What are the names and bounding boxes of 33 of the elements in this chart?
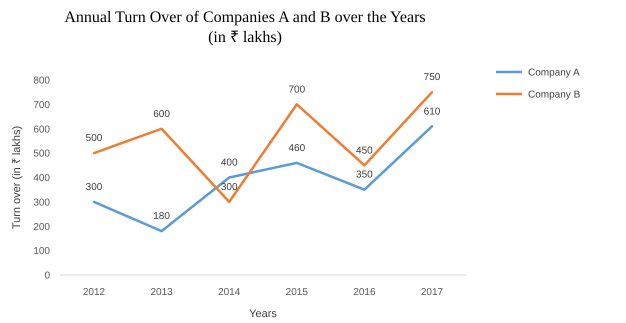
y-tick-label: 400 [33, 173, 50, 184]
data-label: 300 [220, 182, 238, 193]
y-tick-label: 0 [44, 270, 50, 282]
data-label: 460 [288, 142, 306, 154]
data-label: 350 [356, 170, 374, 181]
chart-subtitle: (in ₹ lakhs) [208, 29, 282, 46]
y-axis-title: Turn over (in ₹ lakhs) [11, 126, 23, 230]
data-label: 180 [153, 211, 170, 222]
y-tick-label: 600 [33, 124, 50, 136]
data-label: 300 [86, 182, 103, 193]
legend-label: Company A [528, 68, 580, 78]
x-tick-label: 2017 [420, 287, 444, 298]
y-tick-label: 200 [33, 222, 50, 233]
data-label: 700 [288, 84, 306, 96]
y-tick-label: 500 [33, 148, 50, 160]
data-label: 400 [220, 158, 238, 168]
x-axis-title: Years [249, 308, 278, 320]
y-tick-label: 800 [33, 76, 50, 86]
data-label: 610 [424, 106, 441, 118]
y-tick-label: 300 [33, 197, 50, 208]
data-label: 500 [86, 133, 103, 144]
x-tick-label: 2015 [286, 287, 308, 298]
x-tick-label: 2016 [353, 287, 376, 298]
x-tick-label: 2013 [150, 287, 174, 298]
chart-title: Annual Turn Over of Companies A and B over the Years [64, 9, 426, 26]
y-tick-label: 100 [33, 246, 50, 258]
x-tick-label: 2012 [82, 287, 106, 298]
legend-label: Company B [528, 90, 581, 100]
data-label: 450 [356, 145, 374, 156]
y-tick-label: 700 [33, 100, 50, 111]
data-label: 600 [153, 108, 170, 120]
x-tick-label: 2014 [218, 287, 241, 298]
data-label: 750 [424, 72, 441, 84]
